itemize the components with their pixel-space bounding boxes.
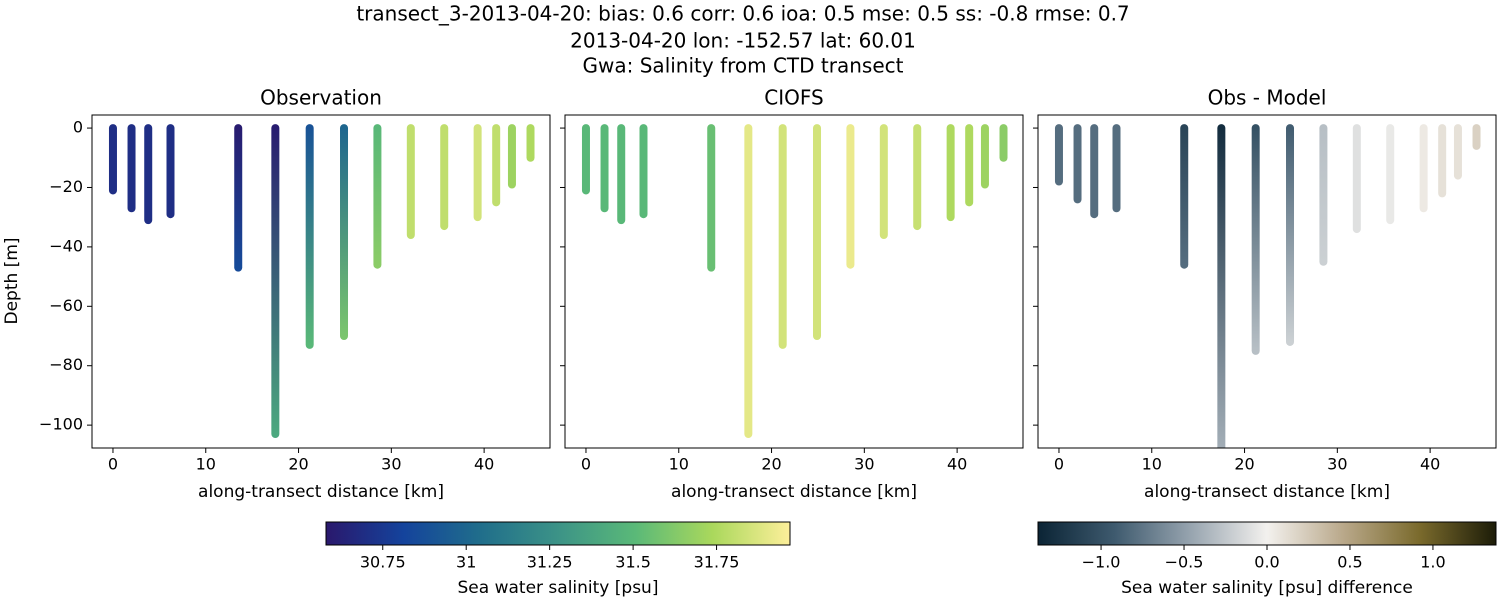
x-tick-label: 40: [947, 455, 967, 474]
colorbar: [325, 521, 791, 546]
colorbar-tick-label: 31.75: [694, 553, 740, 572]
x-tick-label: 0: [1054, 455, 1064, 474]
y-tick-label: −40: [49, 236, 83, 255]
suptitle: Gwa: Salinity from CTD transect: [583, 54, 904, 78]
panel-title: CIOFS: [764, 86, 823, 110]
x-axis-label: along-transect distance [km]: [1144, 482, 1390, 502]
x-tick-label: 40: [474, 455, 494, 474]
colorbar: [1037, 521, 1497, 546]
colorbar-tick-label: 31: [456, 553, 476, 572]
axes-frame: [1037, 114, 1497, 449]
y-tick-label: −20: [49, 177, 83, 196]
y-tick-label: −60: [49, 296, 83, 315]
colorbar-tick-label: 31.5: [615, 553, 651, 572]
colorbar-tick-label: 31.25: [527, 553, 573, 572]
panel-title: Obs - Model: [1208, 86, 1327, 110]
panel-title: Observation: [260, 86, 382, 110]
colorbar-tick-label: −1.0: [1082, 553, 1121, 572]
x-tick-label: 10: [669, 455, 689, 474]
suptitle: transect_3-2013-04-20: bias: 0.6 corr: 0…: [356, 2, 1129, 26]
x-tick-label: 30: [854, 455, 874, 474]
colorbar-label: Sea water salinity [psu]: [458, 578, 659, 598]
x-tick-label: 0: [108, 455, 118, 474]
x-axis-label: along-transect distance [km]: [198, 482, 444, 502]
x-tick-label: 30: [1327, 455, 1347, 474]
colorbar-label: Sea water salinity [psu] difference: [1121, 578, 1413, 598]
x-tick-label: 20: [761, 455, 781, 474]
x-tick-label: 20: [288, 455, 308, 474]
y-tick-label: 0: [73, 118, 83, 137]
colorbar-tick-label: 30.75: [360, 553, 406, 572]
y-tick-label: −100: [39, 415, 83, 434]
colorbar-tick-label: −0.5: [1165, 553, 1204, 572]
x-tick-label: 10: [1142, 455, 1162, 474]
y-tick-label: −80: [49, 355, 83, 374]
x-tick-label: 0: [581, 455, 591, 474]
x-tick-label: 20: [1234, 455, 1254, 474]
y-axis-label: Depth [m]: [2, 237, 22, 324]
colorbar-tick-label: 1.0: [1420, 553, 1445, 572]
x-axis-label: along-transect distance [km]: [671, 482, 917, 502]
colorbar-tick-label: 0.0: [1254, 553, 1279, 572]
colorbar-tick-label: 0.5: [1337, 553, 1362, 572]
x-tick-label: 30: [381, 455, 401, 474]
axes-frame: [91, 114, 551, 449]
x-tick-label: 10: [196, 455, 216, 474]
axes-frame: [564, 114, 1024, 449]
suptitle: 2013-04-20 lon: -152.57 lat: 60.01: [570, 29, 916, 53]
x-tick-label: 40: [1420, 455, 1440, 474]
